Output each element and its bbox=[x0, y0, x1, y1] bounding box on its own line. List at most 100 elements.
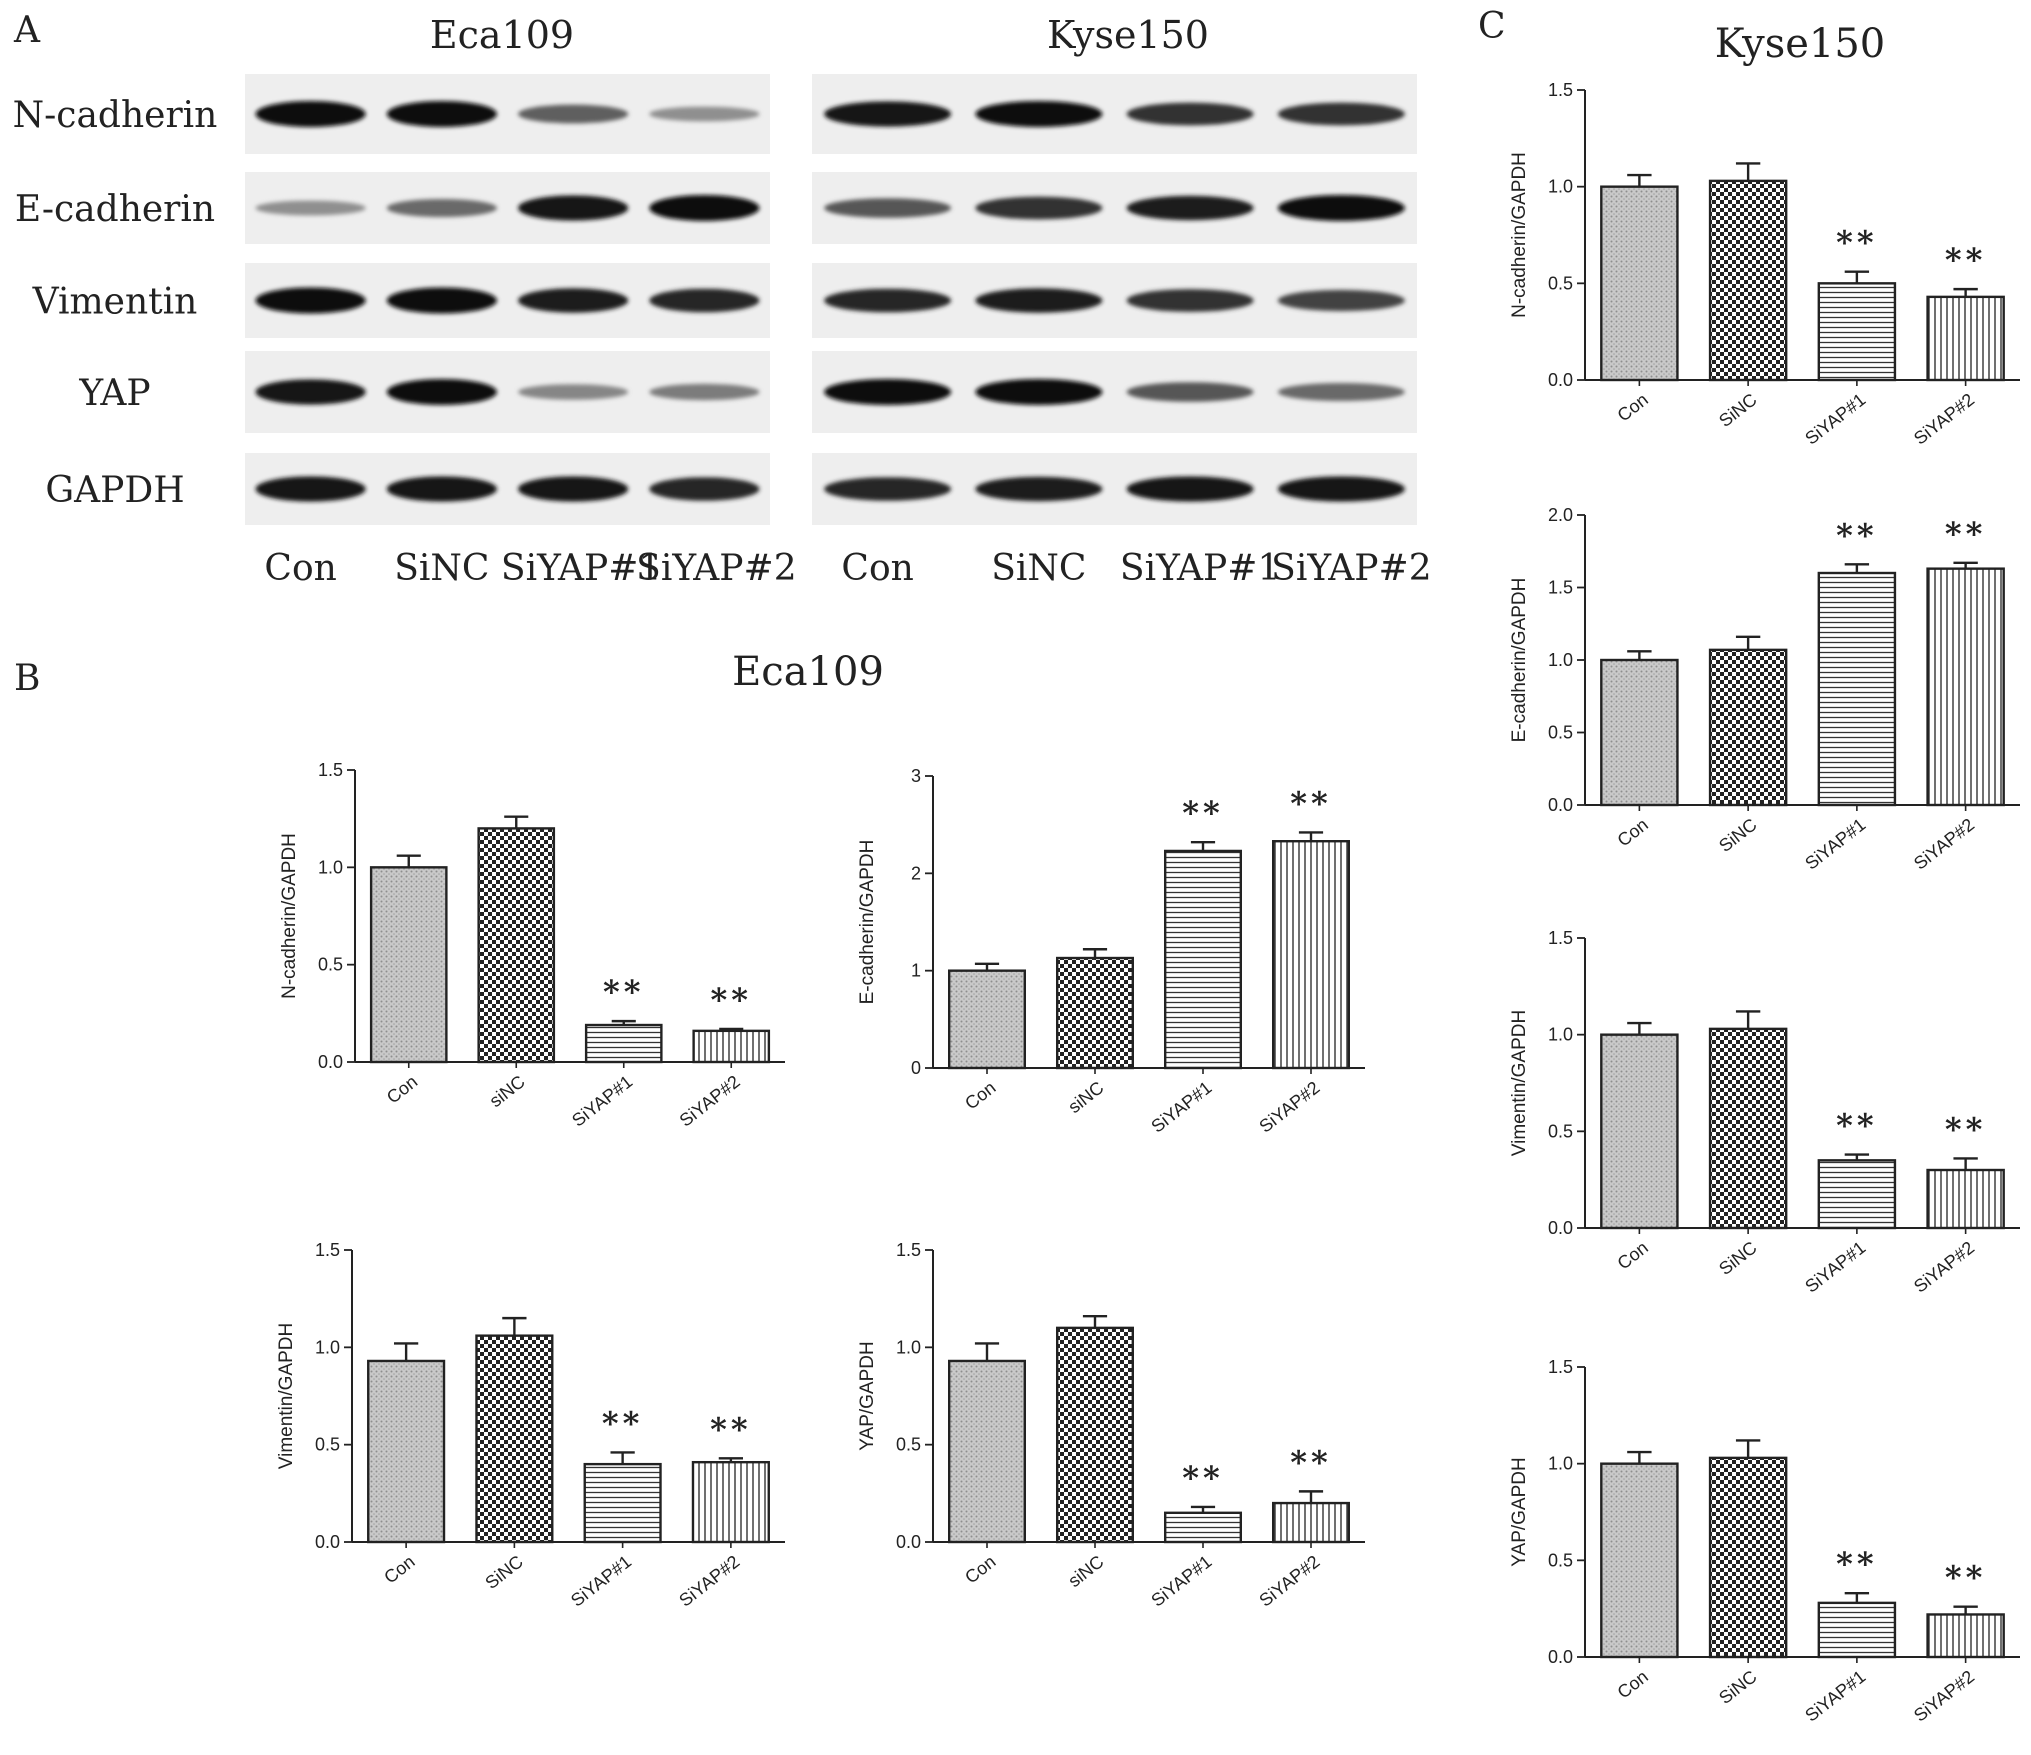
x-tick-label: SiNC bbox=[1715, 1237, 1760, 1279]
significance-mark: ** bbox=[1945, 1559, 1986, 1597]
blot-band bbox=[255, 287, 366, 314]
blot-lane-label: SiYAP#2 bbox=[1271, 548, 1431, 589]
panel-c-title: Kyse150 bbox=[1715, 21, 1885, 67]
blot-lane-label: SiYAP#1 bbox=[501, 548, 661, 589]
y-tick-label: 0.5 bbox=[1548, 1550, 1573, 1570]
y-tick-label: 1.0 bbox=[896, 1337, 921, 1357]
blot-lane-label: Con bbox=[264, 548, 336, 589]
y-tick-label: 0.0 bbox=[1548, 370, 1573, 390]
blot-row-label: YAP bbox=[78, 373, 150, 414]
y-tick-label: 0.0 bbox=[1548, 1218, 1573, 1238]
x-tick-label: Con bbox=[1613, 389, 1651, 425]
blot-band bbox=[386, 476, 497, 502]
blot-band bbox=[1277, 289, 1405, 312]
y-tick-label: 2 bbox=[911, 863, 921, 883]
y-tick-label: 1.5 bbox=[1548, 1357, 1573, 1377]
blot-band bbox=[518, 104, 629, 124]
y-tick-label: 0 bbox=[911, 1058, 921, 1078]
bar bbox=[369, 866, 448, 1064]
y-tick-label: 0.0 bbox=[315, 1532, 340, 1552]
y-tick-label: 0.5 bbox=[1548, 273, 1573, 293]
bar bbox=[1055, 956, 1134, 1070]
blot-band bbox=[1126, 195, 1254, 221]
blot-row-label: N-cadherin bbox=[13, 95, 218, 136]
y-axis-label: N-cadherin/GAPDH bbox=[1509, 152, 1530, 318]
bar bbox=[475, 1334, 554, 1544]
panel-b-letter: B bbox=[14, 658, 40, 699]
significance-mark: ** bbox=[1290, 784, 1331, 822]
blot-lane-label: SiNC bbox=[991, 548, 1086, 589]
x-tick-label: siNC bbox=[1064, 1551, 1107, 1591]
x-tick-label: SiYAP#2 bbox=[1910, 814, 1978, 873]
x-tick-label: Con bbox=[1613, 1666, 1651, 1702]
blot-block-title: Kyse150 bbox=[1047, 13, 1209, 57]
significance-mark: ** bbox=[1836, 224, 1877, 262]
blot-band bbox=[975, 379, 1103, 405]
y-tick-label: 1.5 bbox=[315, 1240, 340, 1260]
blot-band bbox=[386, 379, 497, 405]
blot-band bbox=[824, 198, 952, 218]
bar-chart: Con siNC ** SiYAP#1 ** SiYAP#2 0.0 0.5 1.0 1.5 YAP… bbox=[857, 1240, 1365, 1611]
y-axis-label: E-cadherin/GAPDH bbox=[857, 840, 878, 1005]
bar bbox=[1055, 1326, 1134, 1544]
x-tick-label: SiYAP#1 bbox=[1801, 1237, 1869, 1296]
y-tick-label: 1.5 bbox=[1548, 80, 1573, 100]
significance-mark: ** bbox=[1836, 1545, 1877, 1583]
significance-mark: ** bbox=[1836, 516, 1877, 554]
bar bbox=[1926, 1613, 2005, 1659]
bar bbox=[691, 1460, 770, 1544]
blot-band bbox=[1126, 476, 1254, 502]
blot-band bbox=[386, 199, 497, 217]
bar-chart: Con SiNC ** SiYAP#1 ** SiYAP#2 0.0 0.5 1.0 1.5 YAP… bbox=[1509, 1357, 2020, 1726]
blot-band bbox=[1126, 102, 1254, 126]
y-tick-label: 0.0 bbox=[1548, 795, 1573, 815]
y-tick-label: 1.0 bbox=[1548, 1025, 1573, 1045]
bar bbox=[583, 1462, 662, 1544]
blot-band bbox=[649, 106, 760, 122]
bar bbox=[1271, 1501, 1350, 1544]
bar bbox=[1926, 295, 2005, 382]
blot-band bbox=[255, 200, 366, 216]
bar bbox=[1600, 1462, 1679, 1659]
x-tick-label: Con bbox=[1613, 814, 1651, 850]
bar-chart: Con siNC ** SiYAP#1 ** SiYAP#2 0.0 0.5 1.0 1.5 N-c… bbox=[279, 760, 785, 1131]
panel-c-letter: C bbox=[1478, 6, 1506, 47]
significance-mark: ** bbox=[602, 1404, 643, 1442]
bar-chart: Con siNC ** SiYAP#1 ** SiYAP#2 0 1 2 3 E-cadherin/… bbox=[857, 766, 1365, 1137]
y-tick-label: 0.0 bbox=[318, 1052, 343, 1072]
blot-row-label: GAPDH bbox=[45, 470, 184, 511]
x-tick-label: SiNC bbox=[1715, 814, 1760, 856]
y-tick-label: 1.0 bbox=[1548, 650, 1573, 670]
blot-band bbox=[824, 379, 952, 405]
blot-band bbox=[649, 383, 760, 401]
blot-band bbox=[1277, 195, 1405, 221]
blot-band bbox=[518, 384, 629, 400]
significance-mark: ** bbox=[1836, 1107, 1877, 1145]
blot-band bbox=[255, 476, 366, 502]
blot-band bbox=[975, 196, 1103, 220]
y-tick-label: 0.5 bbox=[1548, 723, 1573, 743]
bar bbox=[1271, 840, 1350, 1070]
blot-band bbox=[386, 287, 497, 314]
bar-charts: Con siNC ** SiYAP#1 ** SiYAP#2 0.0 0.5 1.0 1.5 N-c… bbox=[276, 80, 2020, 1726]
x-tick-label: SiYAP#1 bbox=[567, 1551, 635, 1610]
bar bbox=[1163, 1511, 1242, 1544]
blot-lane-label: Con bbox=[841, 548, 913, 589]
x-tick-label: Con bbox=[380, 1551, 418, 1587]
y-tick-label: 1.0 bbox=[315, 1337, 340, 1357]
bar bbox=[1708, 648, 1788, 807]
blot-band bbox=[975, 288, 1103, 313]
y-tick-label: 1.5 bbox=[1548, 928, 1573, 948]
y-tick-label: 1 bbox=[911, 961, 921, 981]
bar bbox=[1817, 1601, 1897, 1659]
blot-band bbox=[1277, 476, 1405, 502]
significance-mark: ** bbox=[1945, 515, 1986, 553]
y-tick-label: 0.5 bbox=[315, 1435, 340, 1455]
y-axis-label: YAP/GAPDH bbox=[1509, 1457, 1530, 1566]
bar bbox=[1600, 1033, 1679, 1230]
x-tick-label: SiYAP#1 bbox=[1801, 389, 1869, 448]
x-tick-label: Con bbox=[961, 1077, 999, 1113]
blot-band bbox=[1126, 289, 1254, 312]
y-tick-label: 1.0 bbox=[318, 857, 343, 877]
